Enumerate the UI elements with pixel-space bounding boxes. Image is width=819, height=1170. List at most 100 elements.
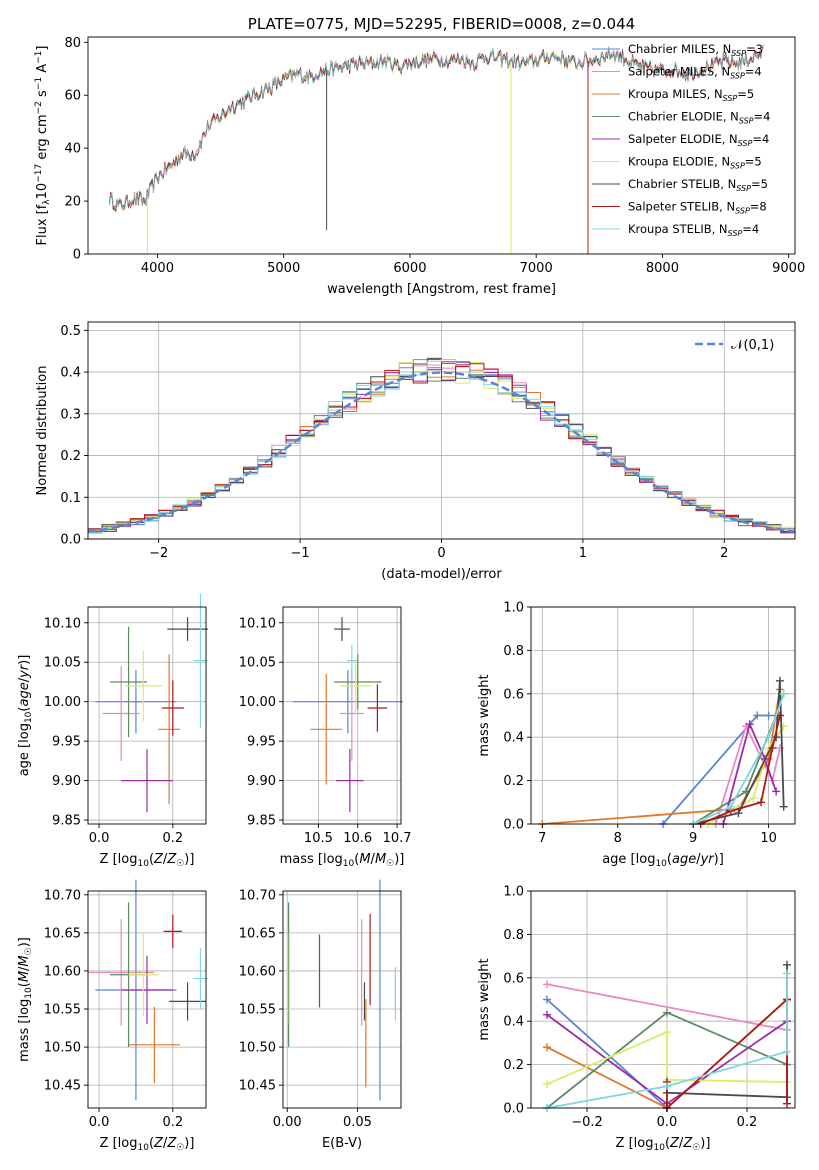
chart-title: PLATE=0775, MJD=52295, FIBERID=0008, z=0… bbox=[248, 15, 635, 33]
legend-entry: Chabrier MILES, NSSP=3 bbox=[628, 42, 763, 58]
age-vs-mass-chart: 10.5 10.6 10.7 9.85 9.90 9.95 10.00 10.05 10.10 m… bbox=[239, 606, 412, 869]
spectrum-series-kroupa-stelib bbox=[109, 46, 764, 211]
plot-frame bbox=[530, 890, 796, 1109]
series-line-salpeter-elodie bbox=[722, 721, 777, 825]
x-tick-label: 10.7 bbox=[383, 831, 412, 846]
y-tick-label: 0.1 bbox=[60, 491, 81, 506]
y-tick-label: 0.4 bbox=[503, 731, 524, 746]
series-marker bbox=[764, 711, 773, 720]
series-marker bbox=[663, 1082, 671, 1091]
y-tick-label: 0.4 bbox=[60, 366, 81, 381]
series-line-salpeter-miles bbox=[546, 983, 788, 1031]
series-marker bbox=[757, 798, 766, 807]
series-line-kroupa-elodie bbox=[546, 1030, 788, 1085]
x-tick-label: 0 bbox=[437, 546, 445, 561]
y-tick-label: 10.00 bbox=[44, 695, 81, 710]
legend-entry: Kroupa ELODIE, NSSP=5 bbox=[628, 155, 762, 171]
series-line-chabrier-stelib bbox=[666, 964, 788, 1099]
legend-entry: Salpeter ELODIE, NSSP=4 bbox=[628, 132, 769, 148]
series-marker bbox=[768, 744, 777, 753]
series-marker bbox=[543, 980, 551, 989]
plot-frame bbox=[282, 606, 402, 825]
y-tick-label: 60 bbox=[64, 89, 81, 104]
y-tick-label: 0.3 bbox=[60, 407, 81, 422]
x-tick-label: 8000 bbox=[646, 261, 679, 276]
legend-entry: Salpeter MILES, NSSP=4 bbox=[628, 65, 762, 81]
y-tick-label: 10.50 bbox=[44, 1041, 81, 1056]
y-tick-label: 10.50 bbox=[239, 1041, 276, 1056]
x-tick-label: 5000 bbox=[267, 261, 300, 276]
y-tick-label: 0.0 bbox=[60, 533, 81, 548]
y-tick-label: 1.0 bbox=[503, 885, 524, 900]
x-tick-label: 7000 bbox=[520, 261, 553, 276]
legend-entry: Salpeter STELIB, NSSP=8 bbox=[628, 200, 767, 216]
series-marker bbox=[543, 1043, 551, 1052]
spectrum-chart: 4000 5000 6000 7000 8000 9000 0 20 40 60 80 PLATE=0… bbox=[34, 15, 805, 297]
x-tick-label: 6000 bbox=[393, 261, 426, 276]
y-tick-label: 0.6 bbox=[503, 971, 524, 986]
x-tick-label: 7 bbox=[538, 831, 546, 846]
y-tick-label: 0.6 bbox=[503, 687, 524, 702]
y-tick-label: 10.45 bbox=[239, 1079, 276, 1094]
plot-frame bbox=[87, 890, 207, 1109]
x-tick-label: 9000 bbox=[772, 261, 805, 276]
y-tick-label: 10.05 bbox=[44, 656, 81, 671]
x-tick-label: 0.00 bbox=[273, 1115, 302, 1130]
y-tick-label: 0.2 bbox=[60, 449, 81, 464]
y-axis-label: Flux [fλ10−17 erg cm−2 s−1 A−1] bbox=[34, 46, 52, 246]
series-line-kroupa-stelib bbox=[692, 693, 785, 825]
x-tick-label: 4000 bbox=[141, 261, 174, 276]
plot-frame bbox=[530, 606, 796, 825]
mass-vs-metallicity-chart: 0.0 0.2 10.45 10.50 10.55 10.60 10.65 10.70 Z [l… bbox=[17, 879, 208, 1153]
series-marker bbox=[783, 1099, 791, 1108]
series-marker bbox=[663, 1028, 671, 1037]
series-marker bbox=[779, 689, 788, 698]
y-tick-label: 10.70 bbox=[44, 888, 81, 903]
massweight-vs-age-chart: 7 8 9 10 0.0 0.2 0.4 0.6 0.8 1.0 mass weight age [l… bbox=[477, 601, 796, 869]
y-tick-label: 10.10 bbox=[239, 616, 276, 631]
y-tick-label: 9.90 bbox=[247, 774, 276, 789]
series-line-salpeter-stelib bbox=[666, 997, 788, 1111]
y-axis-label: mass [log10(M/M☉)] bbox=[17, 937, 34, 1062]
y-tick-label: 0.2 bbox=[503, 774, 524, 789]
series-marker bbox=[753, 711, 762, 720]
x-axis-label: E(B-V) bbox=[322, 1136, 362, 1151]
x-tick-label: 0.05 bbox=[343, 1115, 372, 1130]
series-marker bbox=[543, 995, 551, 1004]
legend-entry: Kroupa STELIB, NSSP=4 bbox=[628, 222, 759, 238]
massweight-vs-metallicity-chart: −0.2 0.0 0.2 0.0 0.2 0.4 0.6 0.8 1.0 mass weight Z… bbox=[477, 885, 796, 1153]
y-tick-label: 80 bbox=[64, 36, 81, 51]
legend-entry: Chabrier STELIB, NSSP=5 bbox=[628, 177, 768, 193]
series-marker bbox=[764, 733, 773, 742]
y-tick-label: 0.0 bbox=[503, 1102, 524, 1117]
x-tick-label: −1 bbox=[291, 546, 310, 561]
y-tick-label: 0.2 bbox=[503, 1058, 524, 1073]
x-tick-label: 2 bbox=[720, 546, 728, 561]
series-line-kroupa-stelib bbox=[546, 973, 788, 1109]
y-tick-label: 20 bbox=[64, 195, 81, 210]
y-tick-label: 9.90 bbox=[52, 774, 81, 789]
age-vs-metallicity-chart: 0.0 0.2 9.85 9.90 9.95 10.00 10.05 10.10 Z [log1… bbox=[17, 593, 208, 869]
y-tick-label: 10.70 bbox=[239, 888, 276, 903]
y-axis-label: mass weight bbox=[477, 674, 492, 756]
series-marker bbox=[749, 793, 758, 802]
y-tick-label: 10.65 bbox=[44, 926, 81, 941]
x-tick-label: 0.2 bbox=[737, 1115, 758, 1130]
series-marker bbox=[775, 711, 784, 720]
y-axis-label: age [log10(age/yr)] bbox=[17, 655, 34, 777]
y-tick-label: 10.10 bbox=[44, 616, 81, 631]
y-tick-label: 9.95 bbox=[247, 735, 276, 750]
x-axis-label: Z [log10(Z/Z☉)] bbox=[616, 1136, 711, 1153]
x-tick-label: 10 bbox=[760, 831, 777, 846]
series-marker bbox=[543, 1010, 551, 1019]
x-tick-label: 10.5 bbox=[304, 831, 333, 846]
plot-frame bbox=[87, 606, 207, 825]
y-tick-label: 10.60 bbox=[44, 964, 81, 979]
x-tick-label: 0.2 bbox=[162, 831, 183, 846]
series-marker bbox=[734, 809, 743, 818]
x-tick-label: 9 bbox=[689, 831, 697, 846]
series-marker bbox=[663, 1008, 671, 1017]
y-tick-label: 10.65 bbox=[239, 926, 276, 941]
x-tick-label: 0.0 bbox=[89, 1115, 110, 1130]
